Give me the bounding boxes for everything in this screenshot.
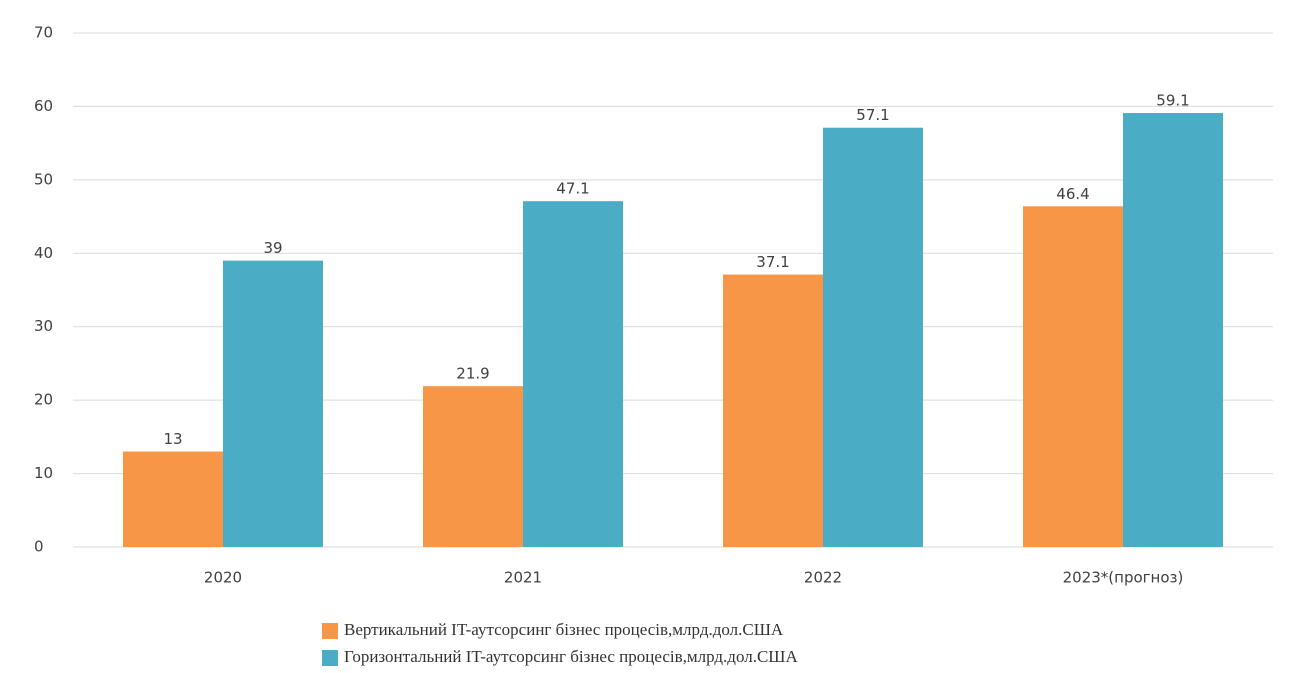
x-tick-label: 2020 — [204, 569, 242, 587]
bar — [223, 260, 323, 547]
y-tick-label: 40 — [34, 244, 53, 262]
legend-label: Вертикальний IT-аутсорсинг бізнес процес… — [344, 620, 784, 639]
y-tick-label: 0 — [34, 538, 44, 556]
x-tick-label: 2021 — [504, 569, 542, 587]
data-label: 59.1 — [1156, 92, 1189, 110]
bar — [523, 201, 623, 547]
y-tick-label: 30 — [34, 317, 53, 335]
y-tick-label: 10 — [34, 464, 53, 482]
bar — [123, 451, 223, 547]
y-tick-label: 60 — [34, 97, 53, 115]
data-label: 46.4 — [1056, 185, 1089, 203]
bar — [1023, 206, 1123, 547]
data-label: 13 — [163, 430, 182, 448]
data-label: 57.1 — [856, 106, 889, 124]
data-label: 21.9 — [456, 365, 489, 383]
data-label: 47.1 — [556, 180, 589, 198]
bar — [823, 127, 923, 548]
y-tick-label: 20 — [34, 391, 53, 409]
x-tick-label: 2023*(прогноз) — [1063, 569, 1184, 587]
bar — [423, 386, 523, 547]
data-label: 37.1 — [756, 253, 789, 271]
data-label: 39 — [263, 239, 282, 257]
bar — [1123, 113, 1223, 547]
legend-swatch — [322, 623, 338, 639]
legend-label: Горизонтальний IT-аутсорсинг бізнес проц… — [344, 647, 798, 666]
y-tick-label: 50 — [34, 170, 53, 188]
bar — [723, 274, 823, 547]
y-tick-label: 70 — [34, 24, 53, 42]
legend-swatch — [322, 650, 338, 666]
x-tick-label: 2022 — [804, 569, 842, 587]
